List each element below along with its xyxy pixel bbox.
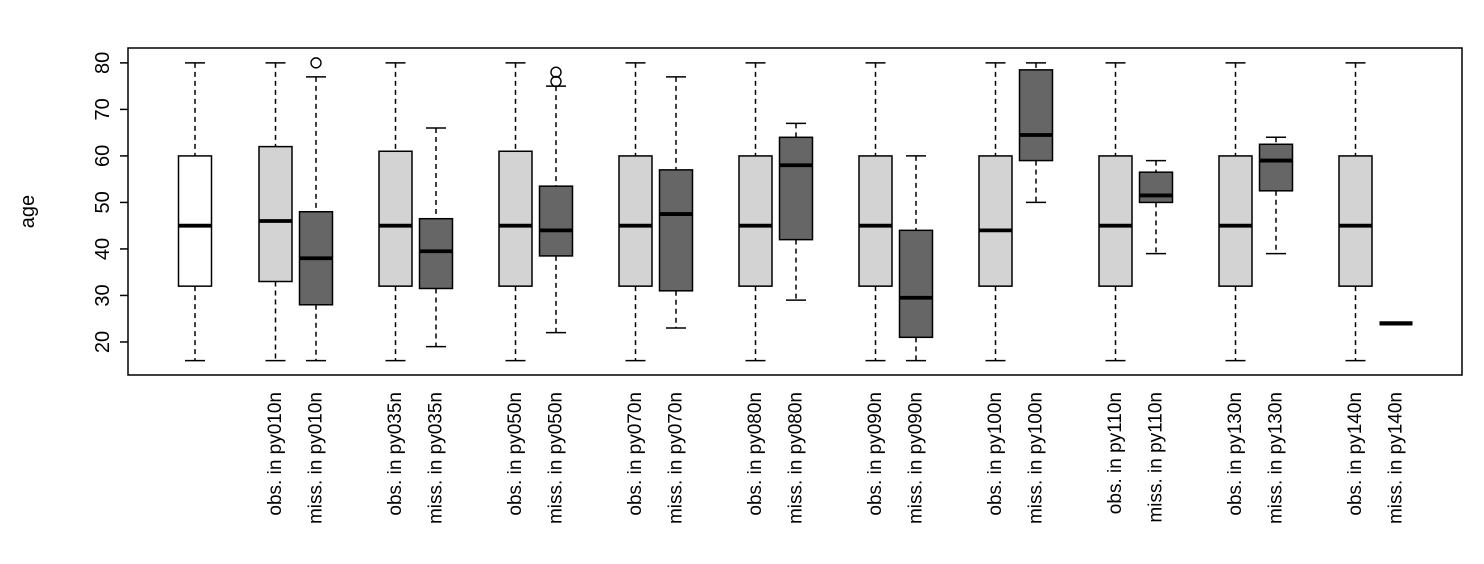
- x-axis-label: miss. in py070n: [666, 392, 687, 524]
- box-rect: [538, 185, 574, 257]
- box-rect: [1218, 155, 1253, 287]
- boxplot-group: [1258, 136, 1294, 255]
- x-axis-label: obs. in py080n: [745, 392, 766, 516]
- box-rect: [1018, 69, 1054, 162]
- box-rect: [858, 155, 893, 287]
- boxplot-group: [498, 62, 533, 362]
- x-axis-label: obs. in py140n: [1345, 392, 1366, 516]
- x-axis-label: obs. in py130n: [1225, 392, 1246, 516]
- y-axis-tick-label: 30: [92, 284, 114, 306]
- x-axis-label: obs. in py010n: [265, 392, 286, 516]
- boxplot-group: [1138, 159, 1174, 255]
- box-rect: [1338, 155, 1373, 287]
- x-axis-label: obs. in py100n: [985, 392, 1006, 516]
- boxplot-group: [298, 57, 334, 362]
- plot-frame: [127, 47, 1463, 376]
- box-rect: [418, 217, 454, 290]
- y-axis-tick-label: 20: [92, 331, 114, 353]
- y-axis-tick-label: 50: [92, 191, 114, 213]
- x-axis-label: obs. in py035n: [385, 392, 406, 516]
- boxplot-group: [978, 62, 1013, 362]
- boxplot-group: [858, 62, 893, 362]
- box-rect: [898, 229, 934, 339]
- x-axis-label: miss. in py035n: [426, 392, 447, 524]
- boxplot-group: [1338, 62, 1373, 362]
- x-axis-label: miss. in py130n: [1266, 392, 1287, 524]
- boxplot-group: [418, 127, 454, 348]
- boxplot-group: [177, 62, 213, 362]
- boxplot-group: [378, 62, 413, 362]
- x-axis-label: miss. in py100n: [1026, 392, 1047, 524]
- y-axis-tick-label: 70: [92, 98, 114, 120]
- outlier-point: [550, 75, 562, 88]
- box-rect: [618, 155, 653, 287]
- outlier-point: [550, 66, 562, 78]
- x-axis-label: obs. in py090n: [865, 392, 886, 516]
- boxplot-group: [538, 66, 574, 334]
- y-axis-tick-label: 80: [92, 52, 114, 74]
- box-rect: [978, 155, 1013, 287]
- outlier-point: [310, 57, 322, 69]
- boxplot-group: [898, 155, 934, 362]
- boxplot-group: [738, 62, 773, 362]
- x-axis-label: miss. in py090n: [906, 392, 927, 524]
- x-axis-label: miss. in py050n: [546, 392, 567, 524]
- box-rect: [658, 169, 694, 292]
- boxplot-group: [1018, 62, 1054, 204]
- x-axis-label: obs. in py070n: [625, 392, 646, 516]
- x-axis-label: miss. in py010n: [306, 392, 327, 524]
- x-axis-label: miss. in py080n: [786, 392, 807, 524]
- x-axis-label: obs. in py110n: [1105, 392, 1126, 514]
- boxplot-group: [258, 62, 293, 362]
- box-rect: [738, 155, 773, 287]
- box-rect: [1098, 155, 1133, 287]
- box-rect: [177, 155, 213, 287]
- y-axis-tick-label: 40: [92, 238, 114, 260]
- box-rect: [1138, 171, 1174, 204]
- boxplot-group: [618, 62, 653, 362]
- box-rect: [378, 150, 413, 287]
- x-axis-label: miss. in py140n: [1386, 392, 1407, 524]
- y-axis-title: age: [17, 195, 39, 228]
- boxplot-group: [658, 76, 694, 329]
- boxplot-group: [1098, 62, 1133, 362]
- x-axis-label: obs. in py050n: [505, 392, 526, 516]
- box-rect: [1258, 143, 1294, 192]
- box-rect: [258, 145, 293, 283]
- x-axis-label: miss. in py110n: [1146, 392, 1167, 523]
- boxplot-group: [778, 122, 814, 301]
- box-rect: [778, 136, 814, 241]
- box-rect: [498, 150, 533, 287]
- boxplot-group: [1218, 62, 1253, 362]
- y-axis-tick-label: 60: [92, 145, 114, 167]
